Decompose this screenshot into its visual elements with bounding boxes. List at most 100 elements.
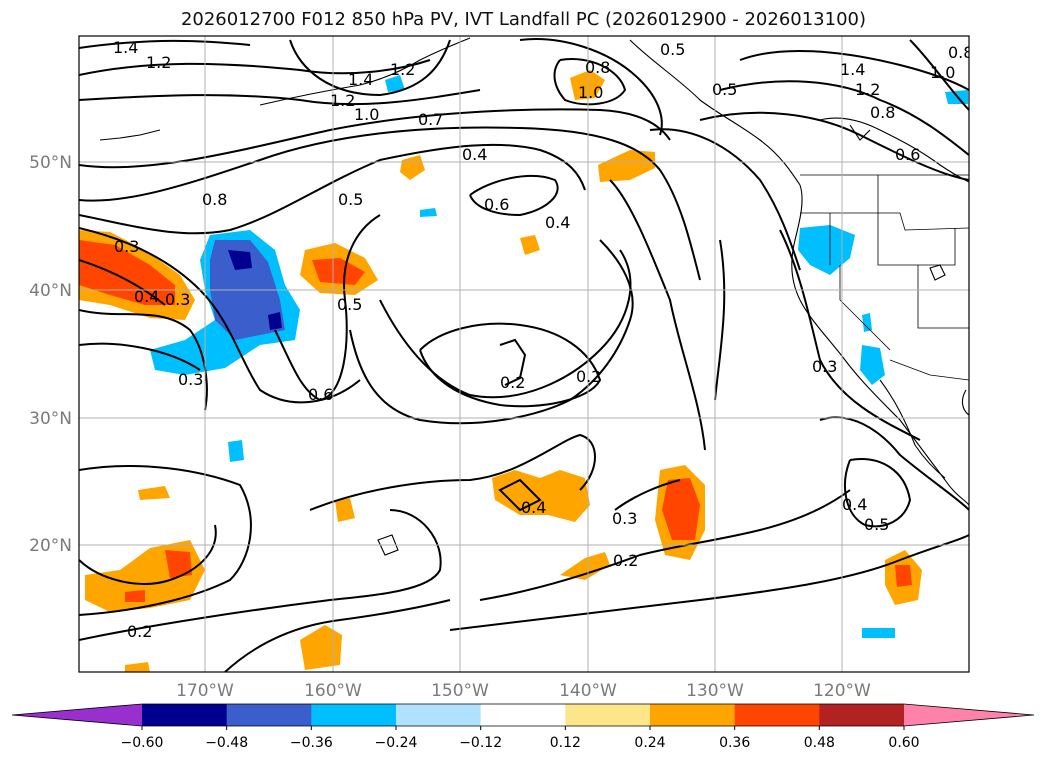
contour-label: 0.4	[462, 145, 487, 164]
lon-axis: 170°W 160°W 150°W 140°W 130°W 120°W	[176, 681, 871, 701]
negative-anomaly	[228, 440, 244, 462]
contour-line	[909, 39, 969, 111]
colorbar-tick-label: −0.12	[459, 735, 502, 751]
negative-anomaly	[420, 208, 437, 217]
positive-anomaly	[492, 470, 590, 522]
contour-line	[349, 239, 634, 425]
contour-label: 1.0	[930, 63, 955, 82]
contour-line	[609, 179, 706, 451]
contour-label: 1.0	[354, 105, 379, 124]
lon-tick-label: 130°W	[686, 681, 744, 701]
boundary-line	[877, 175, 956, 266]
contour-label: 0.3	[165, 290, 190, 309]
contour-line	[379, 249, 632, 399]
contour-label: 0.2	[613, 551, 638, 570]
contour-line	[79, 89, 481, 106]
contour-label: 0.4	[545, 213, 570, 232]
negative-anomaly	[228, 250, 252, 270]
coastline	[929, 264, 946, 281]
contour-label: 1.2	[330, 91, 355, 110]
coastline	[629, 39, 801, 186]
negative-anomaly	[862, 313, 872, 332]
contour-line	[449, 534, 969, 631]
colorbar-tick-label: 0.48	[804, 735, 835, 751]
coastline	[961, 389, 969, 416]
contour-line	[79, 342, 201, 371]
shading-layer	[79, 70, 968, 672]
lat-tick-label: 50°N	[29, 153, 72, 173]
contour-label: 0.4	[842, 495, 867, 514]
contour-label: 0.6	[895, 145, 920, 164]
positive-anomaly	[125, 662, 150, 672]
boundary-line	[917, 265, 969, 329]
contour-label: 1.0	[578, 83, 603, 102]
contour-label-layer: 1.4 1.2 1.2 1.4 1.2 1.0 0.7 0.4 0.5 0.6 …	[113, 38, 973, 641]
contour-line	[79, 309, 208, 411]
contour-label: 1.4	[840, 60, 865, 79]
contour-label: 1.2	[390, 60, 415, 79]
colorbar-tick-label: −0.60	[121, 735, 164, 751]
contour-label: 0.5	[338, 190, 363, 209]
contour-label: 0.5	[337, 295, 362, 314]
contour-line	[79, 227, 361, 404]
contour-label: 1.2	[855, 80, 880, 99]
positive-anomaly	[520, 235, 540, 255]
contour-label: 0.2	[127, 622, 152, 641]
lon-tick-label: 160°W	[304, 681, 362, 701]
contour-line	[649, 128, 801, 271]
contour-label: 0.2	[500, 373, 525, 392]
coastline	[791, 184, 969, 506]
coastline	[819, 117, 969, 183]
colorbar-swatch	[734, 704, 820, 726]
coastline-layer	[99, 37, 969, 556]
colorbar-swatch	[650, 704, 736, 726]
negative-anomaly	[862, 628, 895, 638]
contour-line	[79, 143, 586, 235]
contour-label: 0.6	[484, 195, 509, 214]
colorbar-tick-label: 0.36	[719, 735, 750, 751]
gridline-layer	[79, 36, 969, 672]
contour-label: 0.7	[418, 110, 443, 129]
contour-line	[419, 322, 602, 408]
colorbar-swatch	[819, 704, 905, 726]
positive-anomaly	[335, 498, 355, 522]
colorbar-tick-label: 0.12	[550, 735, 581, 751]
contour-line	[79, 524, 217, 585]
contour-line	[79, 59, 431, 76]
lon-tick-label: 170°W	[176, 681, 234, 701]
colorbar-swatch	[565, 704, 651, 726]
lat-tick-label: 30°N	[29, 409, 72, 429]
contour-label: 0.4	[521, 498, 546, 517]
contour-line	[79, 39, 251, 49]
colorbar-extend-low	[12, 704, 142, 726]
contour-line	[79, 259, 166, 306]
boundary-line	[839, 265, 891, 351]
map-frame	[78, 35, 970, 673]
contour-label: 0.3	[812, 357, 837, 376]
contour-label: 0.3	[612, 509, 637, 528]
contour-label: 0.8	[585, 58, 610, 77]
lon-tick-label: 140°W	[559, 681, 617, 701]
contour-line	[498, 478, 542, 512]
contour-line	[779, 229, 921, 441]
positive-anomaly	[312, 258, 365, 285]
colorbar-tick-label: −0.48	[205, 735, 248, 751]
coastline	[99, 129, 161, 141]
colorbar-swatch	[311, 704, 397, 726]
coastline	[849, 124, 871, 141]
negative-anomaly	[798, 225, 855, 275]
contour-label: 1.4	[113, 38, 138, 57]
positive-anomaly	[560, 552, 610, 580]
coastline	[259, 37, 471, 106]
contour-label: 0.3	[114, 237, 139, 256]
contour-line	[553, 58, 627, 106]
contour-line	[519, 38, 663, 136]
colorbar-tick-label: 0.60	[888, 735, 919, 751]
boundary-line	[800, 212, 969, 231]
contour-label: 0.8	[948, 43, 973, 62]
colorbar-tick-label: 0.24	[634, 735, 665, 751]
contour-layer	[79, 38, 969, 672]
contour-label: 0.4	[134, 287, 159, 306]
negative-anomaly	[268, 312, 282, 330]
